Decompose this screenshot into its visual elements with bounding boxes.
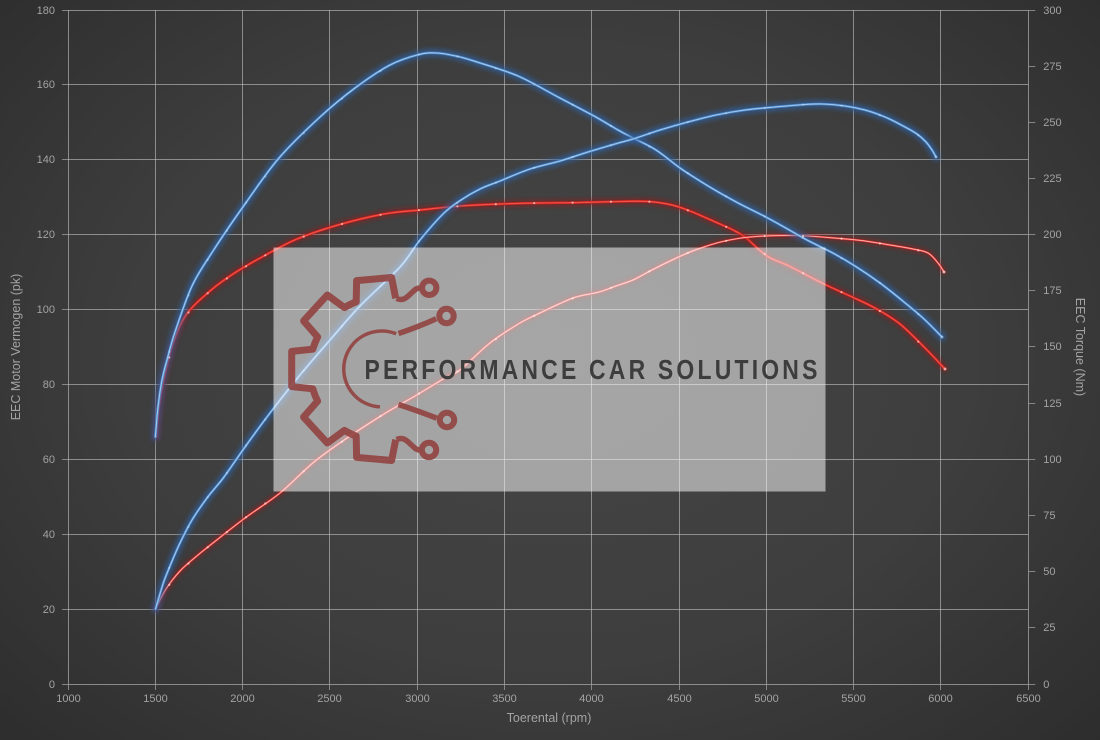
svg-text:PERFORMANCE CAR SOLUTIONS: PERFORMANCE CAR SOLUTIONS xyxy=(365,355,821,386)
svg-text:EEC Motor Vermogen (pk): EEC Motor Vermogen (pk) xyxy=(9,274,23,421)
svg-text:4000: 4000 xyxy=(579,693,603,705)
svg-text:175: 175 xyxy=(1043,285,1061,297)
svg-text:100: 100 xyxy=(37,304,55,316)
svg-text:Toerental (rpm): Toerental (rpm) xyxy=(507,711,592,725)
svg-text:0: 0 xyxy=(1043,679,1049,691)
svg-text:125: 125 xyxy=(1043,398,1061,410)
svg-text:EEC Torque (Nm): EEC Torque (Nm) xyxy=(1073,298,1087,396)
svg-text:2000: 2000 xyxy=(230,693,254,705)
svg-text:100: 100 xyxy=(1043,454,1061,466)
svg-text:120: 120 xyxy=(37,229,55,241)
svg-text:25: 25 xyxy=(1043,622,1055,634)
svg-text:50: 50 xyxy=(1043,566,1055,578)
svg-text:180: 180 xyxy=(37,5,55,17)
svg-text:75: 75 xyxy=(1043,510,1055,522)
svg-text:1000: 1000 xyxy=(56,693,80,705)
svg-text:60: 60 xyxy=(43,454,55,466)
svg-text:150: 150 xyxy=(1043,341,1061,353)
svg-text:140: 140 xyxy=(37,154,55,166)
svg-text:225: 225 xyxy=(1043,173,1061,185)
svg-text:4500: 4500 xyxy=(667,693,691,705)
svg-text:20: 20 xyxy=(43,604,55,616)
svg-text:1500: 1500 xyxy=(143,693,167,705)
svg-text:300: 300 xyxy=(1043,5,1061,17)
svg-text:200: 200 xyxy=(1043,229,1061,241)
svg-text:6000: 6000 xyxy=(928,693,952,705)
svg-text:6500: 6500 xyxy=(1016,693,1040,705)
svg-text:80: 80 xyxy=(43,379,55,391)
svg-text:3000: 3000 xyxy=(405,693,429,705)
svg-text:40: 40 xyxy=(43,529,55,541)
svg-text:275: 275 xyxy=(1043,61,1061,73)
svg-text:3500: 3500 xyxy=(492,693,516,705)
svg-text:5000: 5000 xyxy=(754,693,778,705)
svg-text:5500: 5500 xyxy=(841,693,865,705)
svg-text:0: 0 xyxy=(49,679,55,691)
svg-text:160: 160 xyxy=(37,79,55,91)
svg-text:250: 250 xyxy=(1043,117,1061,129)
svg-text:2500: 2500 xyxy=(317,693,341,705)
